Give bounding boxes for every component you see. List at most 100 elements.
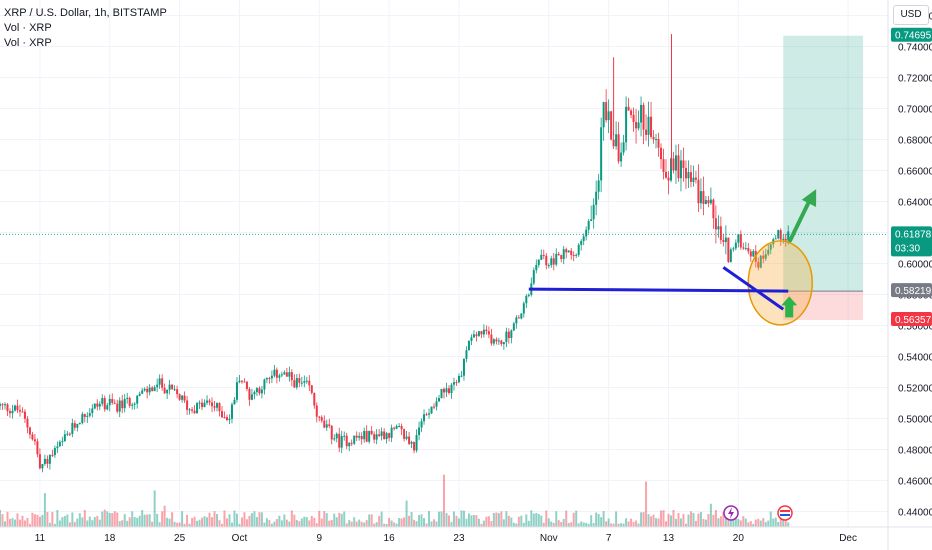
candle-body bbox=[577, 244, 580, 255]
candle-body bbox=[208, 400, 211, 403]
volume-bar bbox=[121, 520, 124, 527]
candle-body bbox=[570, 250, 573, 256]
candle-body bbox=[46, 458, 49, 464]
volume-bar bbox=[6, 511, 9, 527]
volume-bar bbox=[447, 515, 450, 527]
candle-body bbox=[413, 441, 416, 451]
candle-body bbox=[348, 442, 351, 447]
candle-body bbox=[156, 384, 159, 388]
volume-bar bbox=[557, 520, 560, 527]
candle-body bbox=[452, 382, 455, 385]
candle-body bbox=[739, 234, 742, 248]
candle-body bbox=[290, 372, 293, 381]
candle-body bbox=[166, 389, 169, 394]
candle-body bbox=[113, 402, 116, 404]
volume-bar bbox=[385, 523, 388, 527]
candle-body bbox=[615, 134, 618, 147]
candle-body bbox=[565, 249, 568, 253]
symbol-title[interactable]: XRP / U.S. Dollar, 1h, BITSTAMP bbox=[4, 7, 167, 19]
candle-body bbox=[141, 390, 144, 394]
volume-bar bbox=[63, 516, 66, 527]
volume-bar bbox=[689, 511, 692, 527]
volume-bar bbox=[61, 517, 64, 527]
candle-body bbox=[767, 249, 770, 255]
volume-indicator-label[interactable]: Vol · XRP bbox=[4, 22, 52, 34]
candle-body bbox=[43, 458, 46, 465]
candle-body bbox=[278, 375, 281, 378]
volume-bar bbox=[413, 519, 416, 527]
volume-bar bbox=[767, 520, 770, 527]
candle-body bbox=[627, 106, 630, 111]
candle-body bbox=[625, 106, 628, 143]
candle-body bbox=[325, 424, 328, 428]
volume-bar bbox=[178, 522, 181, 527]
volume-bar bbox=[116, 512, 119, 527]
volume-bar bbox=[163, 505, 166, 527]
candle-body bbox=[400, 426, 403, 430]
volume-bar bbox=[590, 515, 593, 527]
volume-bar bbox=[265, 518, 268, 527]
candle-body bbox=[415, 435, 418, 451]
candle-body bbox=[585, 229, 588, 237]
candle-body bbox=[408, 436, 411, 444]
volume-bar bbox=[11, 518, 14, 527]
volume-bar bbox=[734, 512, 737, 527]
volume-indicator-label-2[interactable]: Vol · XRP bbox=[4, 37, 52, 49]
volume-bar bbox=[201, 517, 204, 527]
volume-bar bbox=[13, 519, 16, 527]
candle-body bbox=[221, 411, 223, 418]
candle-body bbox=[126, 397, 129, 399]
candle-body bbox=[23, 411, 26, 419]
candlestick-series bbox=[0, 34, 790, 473]
volume-bar bbox=[298, 521, 301, 527]
candle-body bbox=[211, 402, 214, 407]
candle-body bbox=[540, 254, 543, 260]
candle-body bbox=[253, 392, 256, 395]
candle-body bbox=[335, 433, 338, 439]
candle-body bbox=[263, 379, 266, 390]
volume-bar bbox=[520, 515, 523, 527]
volume-bar bbox=[532, 513, 535, 527]
y-tick-label: 0.66000 bbox=[898, 167, 932, 178]
price-label-value: 0.56357 bbox=[895, 315, 932, 326]
candle-body bbox=[662, 159, 665, 173]
volume-bar bbox=[487, 516, 490, 527]
volume-bar bbox=[744, 518, 747, 527]
candle-body bbox=[8, 411, 11, 414]
candle-body bbox=[522, 303, 525, 314]
candle-body bbox=[183, 395, 186, 401]
volume-bar bbox=[495, 512, 498, 527]
volume-bar bbox=[300, 518, 303, 527]
candle-body bbox=[328, 424, 331, 426]
candle-body bbox=[31, 434, 34, 440]
volume-bar bbox=[467, 513, 470, 527]
volume-bar bbox=[245, 519, 248, 527]
price-label-bg bbox=[891, 226, 932, 257]
support-line bbox=[528, 287, 789, 293]
candle-body bbox=[280, 374, 283, 376]
candle-body bbox=[143, 388, 146, 391]
volume-bar bbox=[605, 521, 608, 527]
candle-body bbox=[61, 441, 64, 443]
candle-body bbox=[515, 317, 518, 324]
volume-bar bbox=[450, 521, 453, 527]
candle-body bbox=[355, 435, 358, 438]
volume-bar bbox=[455, 515, 458, 527]
volume-bar bbox=[555, 511, 558, 527]
y-tick-label: 0.46000 bbox=[898, 477, 932, 488]
volume-bar bbox=[674, 518, 677, 527]
volume-bar bbox=[502, 519, 505, 527]
candle-body bbox=[764, 254, 767, 259]
candle-body bbox=[667, 177, 670, 181]
volume-bar bbox=[525, 514, 528, 527]
candle-body bbox=[393, 427, 396, 429]
volume-bar bbox=[570, 522, 573, 527]
candle-body bbox=[655, 138, 658, 140]
candle-body bbox=[186, 400, 189, 410]
volume-bar bbox=[542, 522, 545, 527]
currency-button[interactable]: USD bbox=[893, 5, 929, 25]
price-label-bg bbox=[891, 311, 932, 326]
candle-body bbox=[492, 339, 495, 344]
